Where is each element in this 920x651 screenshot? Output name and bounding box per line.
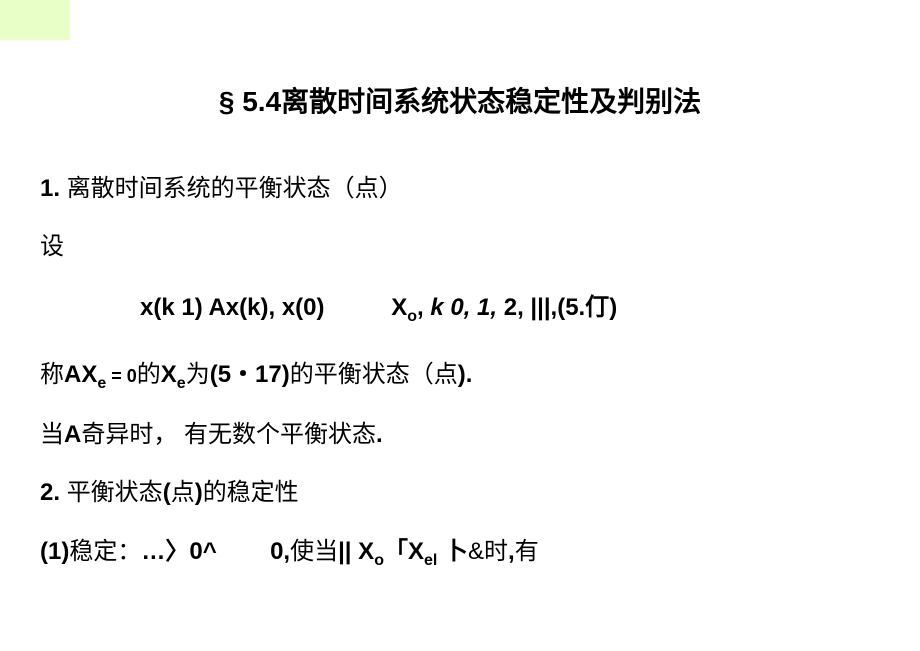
item-number-1: 1. <box>40 175 67 202</box>
l4-p2: A <box>64 421 81 448</box>
l3-p2: AX <box>64 361 97 388</box>
line-4: 当A奇异时， 有无数个平衡状态. <box>40 416 880 454</box>
l3-p9: ). <box>458 361 473 388</box>
l6-p1: (1) <box>40 538 69 565</box>
l6-p12: 有 <box>515 538 539 565</box>
line-3: 称AXe = 0的Xe为(5・17)的平衡状态（点). <box>40 356 880 396</box>
l3-p2-sub: e <box>97 374 106 391</box>
l6-p8: 卜 <box>437 538 468 565</box>
l6-p3: …〉0^ <box>141 538 216 565</box>
l6-p7: 「X <box>384 538 424 565</box>
l6-p11: , <box>508 538 515 565</box>
line-1: 1. 离散时间系统的平衡状态（点） <box>40 170 880 208</box>
l6-p6-sub: o <box>374 552 384 569</box>
l5-p1: 平衡状态 <box>67 479 163 506</box>
l3-p6: 为 <box>186 361 210 388</box>
line-5: 2. 平衡状态(点)的稳定性 <box>40 474 880 512</box>
l5-p4: ) <box>195 479 203 506</box>
document-content: § 5.4离散时间系统状态稳定性及判别法 1. 离散时间系统的平衡状态（点） 设… <box>0 0 920 573</box>
l6-p5: 使当 <box>290 538 338 565</box>
l3-p8: 的平衡状态（点 <box>290 361 458 388</box>
l6-p9: & <box>468 538 484 565</box>
line-6: (1)稳定：…〉0^ 0,使当|| Xo「Xel 卜&时,有 <box>40 533 880 573</box>
l3-p3: = 0 <box>106 366 137 386</box>
formula-x0: X <box>391 294 407 321</box>
line-1-text: 离散时间系统的平衡状态（点） <box>67 175 403 202</box>
formula-part1: x(k 1) Ax(k), x(0) <box>140 294 325 321</box>
l3-p4: 的 <box>137 361 161 388</box>
item-number-2: 2. <box>40 479 67 506</box>
section-title: § 5.4离散时间系统状态稳定性及判别法 <box>40 80 880 120</box>
l3-p1: 称 <box>40 361 64 388</box>
corner-badge <box>0 0 70 40</box>
l4-p3: 奇异时， 有无数个平衡状态 <box>81 421 376 448</box>
l6-p6: || X <box>338 538 374 565</box>
l4-p4: . <box>376 421 383 448</box>
line-2: 设 <box>40 228 880 266</box>
l3-p5: X <box>161 361 177 388</box>
l3-p5-sub: e <box>177 374 186 391</box>
l5-p3: 点 <box>171 479 195 506</box>
l3-p7: (5・17) <box>210 361 290 388</box>
formula-comma: , <box>417 294 430 321</box>
l6-p7-sub: el <box>424 552 437 569</box>
l5-p2: ( <box>163 479 171 506</box>
formula-line: x(k 1) Ax(k), x(0) Xo, k 0, 1, 2, |||,(5… <box>140 287 880 326</box>
l5-p5: 的稳定性 <box>203 479 299 506</box>
formula-rest: 2, |||,(5.仃) <box>497 294 617 321</box>
l4-p1: 当 <box>40 421 64 448</box>
l6-p4: 0, <box>270 538 290 565</box>
formula-x0-sub: o <box>407 308 417 325</box>
l6-p10: 时 <box>484 538 508 565</box>
formula-k: k 0, 1, <box>430 294 497 321</box>
l6-p2: 稳定： <box>69 538 141 565</box>
